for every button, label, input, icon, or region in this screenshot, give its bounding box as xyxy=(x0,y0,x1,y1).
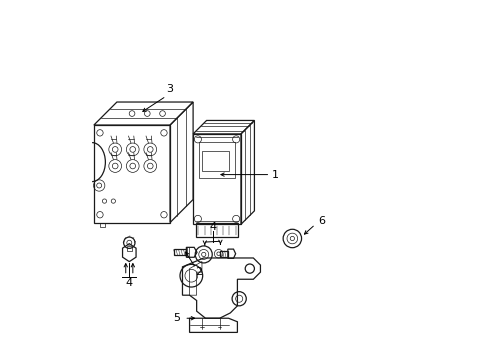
Bar xyxy=(126,246,132,251)
Text: 5: 5 xyxy=(173,313,180,323)
Text: 1: 1 xyxy=(272,170,279,180)
Bar xyxy=(196,223,238,237)
Bar xyxy=(199,142,234,178)
Bar xyxy=(100,222,104,227)
Text: 6: 6 xyxy=(317,216,324,226)
Text: 3: 3 xyxy=(166,84,173,94)
Text: 2: 2 xyxy=(194,267,202,277)
Text: 4: 4 xyxy=(208,222,216,232)
Bar xyxy=(202,151,229,171)
Text: 4: 4 xyxy=(125,278,133,288)
